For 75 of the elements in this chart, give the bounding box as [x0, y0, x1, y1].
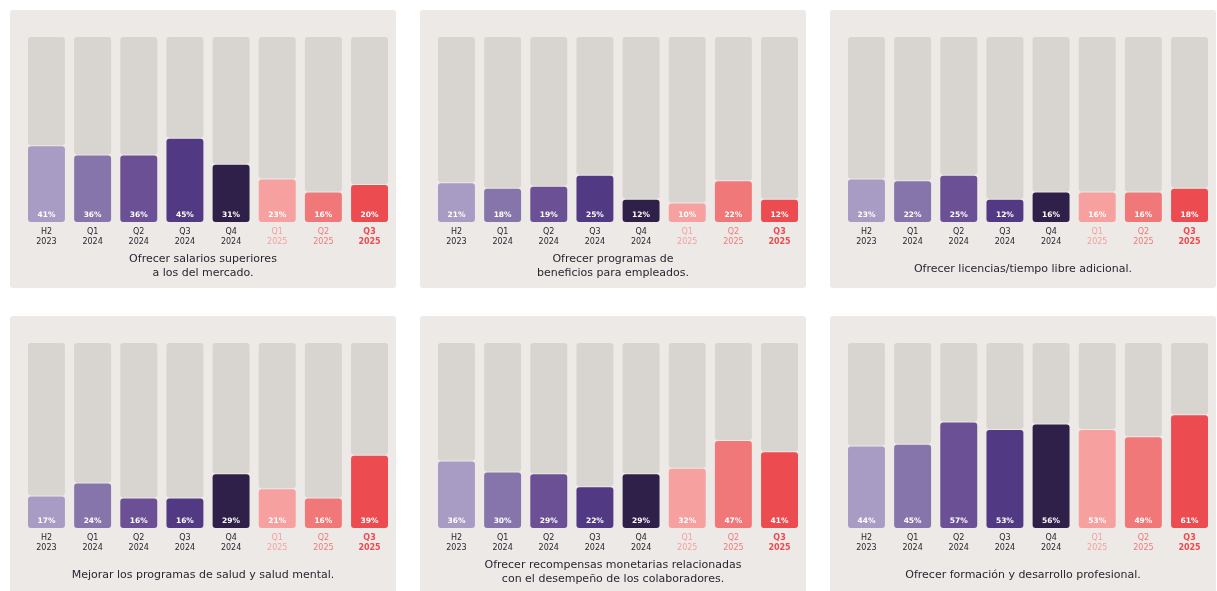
x-tick-label: Q1 2025	[1087, 533, 1108, 552]
x-tick-label: Q2 2025	[313, 227, 334, 246]
bar	[761, 199, 798, 222]
x-tick-label: H2 2023	[36, 227, 57, 246]
x-tick-label: H2 2023	[446, 533, 467, 552]
text: Ofrecer salarios superiores a los del mercado.	[129, 252, 278, 279]
bar	[28, 496, 65, 528]
x-tick-label: Q1 2024	[492, 227, 513, 246]
x-tick-label: Q1 2024	[902, 227, 923, 246]
x-tick-label: H2 2023	[36, 533, 57, 552]
bar	[258, 179, 296, 222]
x-tick-label: Q2 2024	[128, 227, 149, 246]
x-tick-label: Q1 2025	[677, 533, 698, 552]
text: Mejorar los programas de salud y salud mental.	[71, 568, 335, 581]
x-tick-label: Q1 2025	[677, 227, 698, 246]
x-tick-label: Q4 2024	[630, 533, 652, 552]
text: Ofrecer formación y desarrollo profesional.	[905, 568, 1141, 581]
x-tick-label: Q4 2024	[1040, 533, 1062, 552]
bar	[484, 188, 522, 222]
bar	[258, 489, 296, 528]
bar	[120, 498, 158, 528]
x-tick-label: Q2 2024	[948, 227, 969, 246]
x-tick-label: Q1 2025	[267, 533, 288, 552]
x-tick-label: Q2 2025	[723, 227, 744, 246]
text: Ofrecer licencias/tiempo libre adicional.	[913, 262, 1133, 275]
bar	[894, 181, 932, 222]
x-tick-label: Q3 2025	[768, 533, 792, 552]
x-tick-label: Q3 2024	[584, 227, 606, 246]
x-tick-label: Q3 2025	[768, 227, 792, 246]
x-tick-label: Q1 2024	[82, 227, 103, 246]
bar	[1078, 192, 1116, 222]
x-tick-label: Q2 2024	[538, 533, 559, 552]
x-tick-label: Q1 2024	[902, 533, 923, 552]
x-tick-label: Q2 2024	[128, 533, 149, 552]
x-tick-label: Q3 2025	[1178, 533, 1202, 552]
x-tick-label: Q1 2024	[82, 533, 103, 552]
x-tick-label: Q3 2024	[994, 227, 1016, 246]
bar	[351, 185, 388, 222]
bar	[304, 498, 342, 528]
x-tick-label: Q1 2024	[492, 533, 513, 552]
bar	[166, 498, 204, 528]
text: Ofrecer recompensas monetarias relacionadas con el desempeño de los colaboradores.	[484, 558, 742, 585]
x-tick-label: Q3 2024	[174, 533, 196, 552]
bar	[848, 179, 885, 222]
x-tick-label: Q3 2025	[358, 227, 382, 246]
x-tick-label: Q3 2025	[358, 533, 382, 552]
bar	[714, 181, 752, 222]
x-tick-label: Q3 2024	[584, 533, 606, 552]
x-tick-label: Q3 2024	[174, 227, 196, 246]
x-tick-label: H2 2023	[856, 533, 877, 552]
x-tick-label: Q2 2024	[948, 533, 969, 552]
text: Ofrecer programas de beneficios para empleados.	[537, 252, 689, 279]
x-tick-label: Q3 2024	[994, 533, 1016, 552]
x-tick-label: H2 2023	[856, 227, 877, 246]
x-tick-label: Q2 2025	[723, 533, 744, 552]
bar	[1032, 192, 1070, 222]
x-tick-label: Q4 2024	[220, 533, 242, 552]
bar	[530, 186, 568, 222]
x-tick-label: Q2 2024	[538, 227, 559, 246]
bar	[304, 192, 342, 222]
x-tick-label: Q2 2025	[313, 533, 334, 552]
x-tick-label: Q3 2025	[1178, 227, 1202, 246]
bar	[1171, 188, 1208, 222]
x-tick-label: Q2 2025	[1133, 227, 1154, 246]
bar	[74, 483, 112, 528]
x-tick-label: Q1 2025	[267, 227, 288, 246]
x-tick-label: Q4 2024	[630, 227, 652, 246]
bar	[1124, 192, 1162, 222]
x-tick-label: Q4 2024	[220, 227, 242, 246]
x-tick-label: Q1 2025	[1087, 227, 1108, 246]
x-tick-label: H2 2023	[446, 227, 467, 246]
x-tick-label: Q2 2025	[1133, 533, 1154, 552]
x-tick-label: Q4 2024	[1040, 227, 1062, 246]
bar	[438, 183, 475, 222]
bar	[576, 487, 614, 528]
